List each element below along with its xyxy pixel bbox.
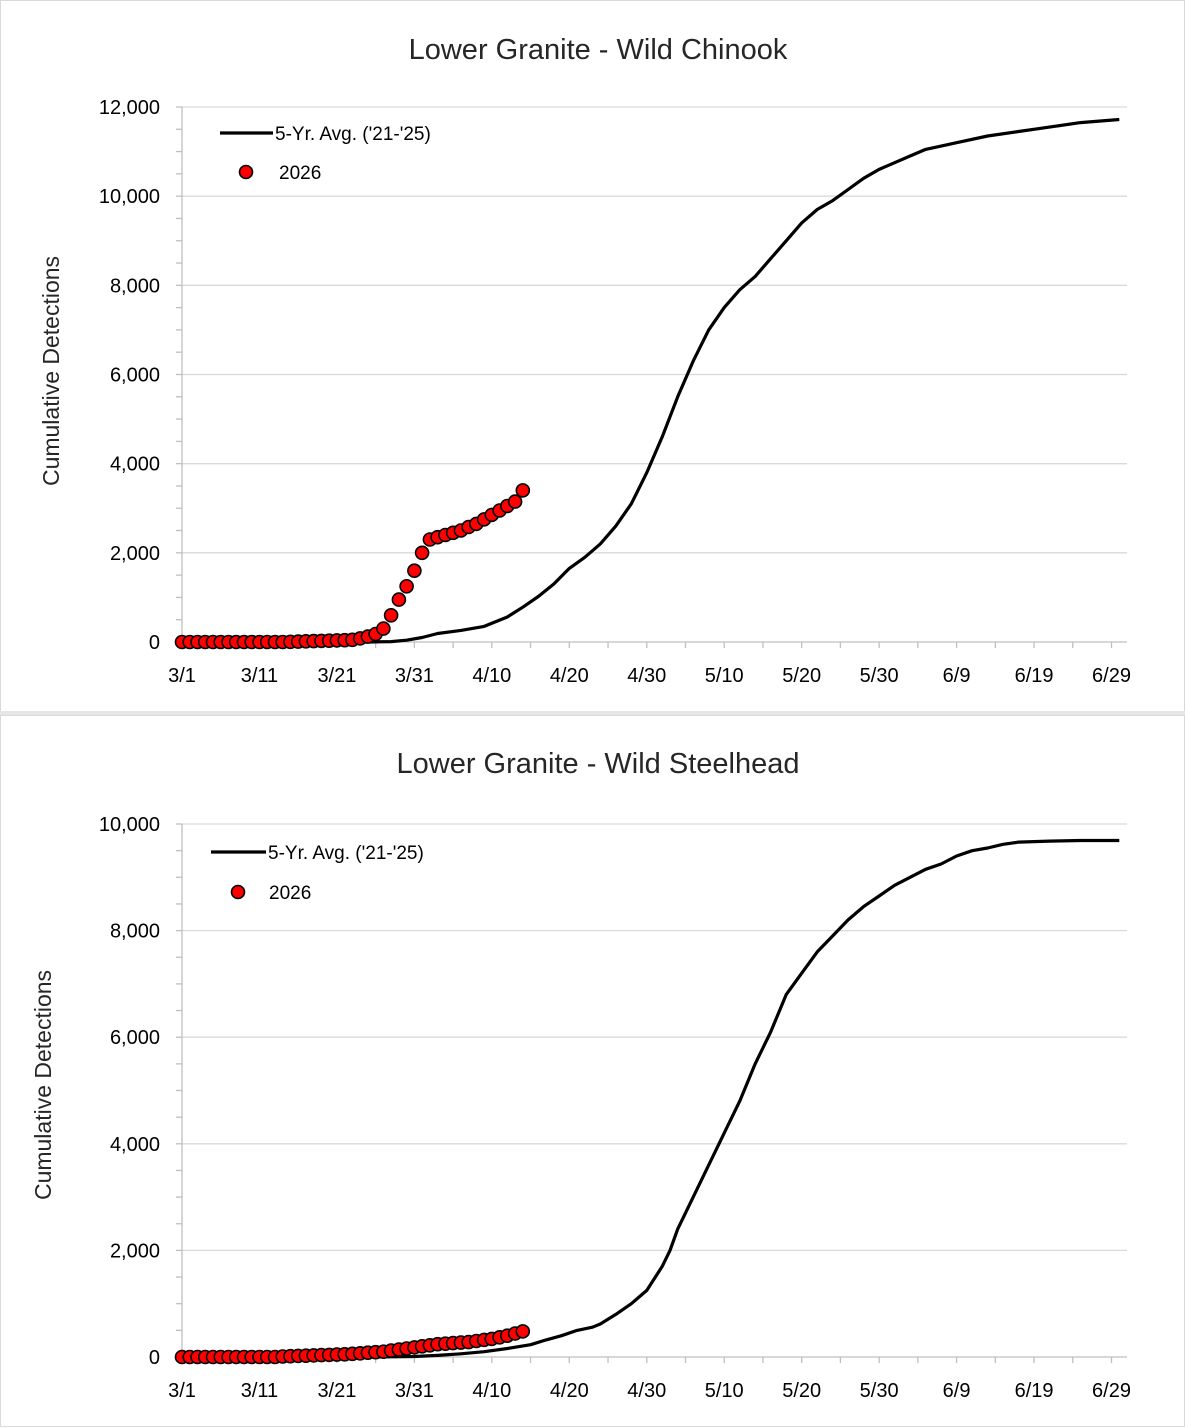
y-axis-label: Cumulative Detections: [30, 970, 56, 1200]
legend-marker-swatch: [238, 164, 254, 180]
y-tick-label: 6,000: [110, 365, 160, 387]
data-point-2026: [399, 578, 414, 594]
data-point-2026: [376, 621, 391, 636]
steelhead-chart: Lower Granite - Wild Steelhead Cumulativ…: [30, 748, 1131, 1402]
data-point-2026: [383, 607, 399, 623]
x-tick-label: 4/30: [627, 665, 666, 687]
data-point-2026: [515, 483, 531, 498]
chart-title: Lower Granite - Wild Steelhead: [397, 748, 800, 780]
gridlines: [176, 106, 1127, 648]
x-tick-label: 6/19: [1015, 665, 1054, 687]
y-tick-label: 12,000: [99, 97, 160, 119]
x-tick-label: 3/21: [317, 1380, 356, 1402]
y-tick-label: 10,000: [99, 814, 160, 836]
data-point-2026: [507, 494, 523, 509]
x-tick-label: 3/1: [168, 1380, 196, 1402]
y-tick-labels: 0 2,000 4,000 6,000 8,000 10,000: [99, 814, 160, 1369]
steelhead-chart-panel: Lower Granite - Wild Steelhead Cumulativ…: [0, 715, 1185, 1427]
x-tick-label: 4/10: [472, 1380, 511, 1402]
panel-divider: [0, 711, 1185, 717]
data-point-2026: [414, 545, 430, 561]
x-tick-label: 6/29: [1092, 1380, 1131, 1402]
y-tick-label: 8,000: [110, 275, 160, 297]
x-tick-label: 3/31: [395, 1380, 434, 1402]
y-axis-label: Cumulative Detections: [38, 256, 64, 486]
y-tick-label: 8,000: [110, 921, 160, 943]
data-point-2026: [407, 563, 422, 579]
x-tick-label: 6/29: [1092, 665, 1131, 687]
data-point-2026: [391, 592, 407, 607]
x-tick-label: 5/30: [860, 1380, 899, 1402]
x-tick-label: 3/11: [241, 1380, 278, 1402]
x-tick-label: 4/20: [550, 665, 589, 687]
y-tick-label: 0: [149, 632, 160, 654]
legend-label-avg: 5-Yr. Avg. ('21-'25): [275, 124, 431, 145]
y-tick-label: 4,000: [110, 454, 160, 476]
y-tick-label: 6,000: [110, 1027, 160, 1049]
x-tick-label: 6/9: [943, 665, 971, 687]
x-tick-label: 4/10: [472, 665, 511, 687]
y-tick-label: 2,000: [110, 1240, 160, 1262]
legend-label-2026: 2026: [269, 883, 311, 904]
chinook-chart-panel: Lower Granite - Wild Chinook Cumulative …: [0, 0, 1185, 713]
x-tick-label: 5/30: [860, 665, 899, 687]
chinook-chart: Lower Granite - Wild Chinook Cumulative …: [38, 34, 1131, 687]
x-tick-label: 4/30: [627, 1380, 666, 1402]
x-tick-label: 5/20: [782, 1380, 821, 1402]
legend-label-avg: 5-Yr. Avg. ('21-'25): [268, 843, 424, 864]
x-tick-label: 3/11: [241, 665, 278, 687]
x-tick-label: 5/10: [705, 1380, 744, 1402]
legend-label-2026: 2026: [279, 163, 321, 184]
x-tick-label: 3/1: [168, 665, 196, 687]
y-tick-label: 2,000: [110, 543, 160, 565]
x-tick-label: 5/10: [705, 665, 744, 687]
chart-title: Lower Granite - Wild Chinook: [409, 34, 788, 66]
y-tick-labels: 0 2,000 4,000 6,000 8,000 10,000 12,000: [99, 97, 160, 654]
x-tick-label: 5/20: [782, 665, 821, 687]
x-tick-label: 6/19: [1015, 1380, 1054, 1402]
series-line-5yr-avg: [182, 117, 1120, 644]
x-tick-label: 3/21: [317, 665, 356, 687]
data-point-2026: [515, 1324, 531, 1339]
series-line-5yr-avg: [182, 838, 1120, 1359]
y-tick-label: 10,000: [99, 186, 160, 208]
x-tick-label: 6/9: [943, 1380, 971, 1402]
x-tick-labels: 3/1 3/11 3/21 3/31 4/10 4/20 4/30 5/10 5/20 5/30 6…: [168, 665, 1131, 687]
plot-area: [174, 838, 1120, 1365]
plot-area: [174, 117, 1120, 650]
y-tick-label: 4,000: [110, 1134, 160, 1156]
x-tick-label: 4/20: [550, 1380, 589, 1402]
legend: 5-Yr. Avg. ('21-'25) 2026: [220, 124, 431, 184]
y-tick-label: 0: [149, 1347, 160, 1369]
legend-marker-swatch: [230, 884, 246, 900]
x-tick-labels: 3/1 3/11 3/21 3/31 4/10 4/20 4/30 5/10 5/20 5/30 6…: [168, 1380, 1131, 1402]
legend: 5-Yr. Avg. ('21-'25) 2026: [211, 843, 424, 904]
x-tick-label: 3/31: [395, 665, 434, 687]
